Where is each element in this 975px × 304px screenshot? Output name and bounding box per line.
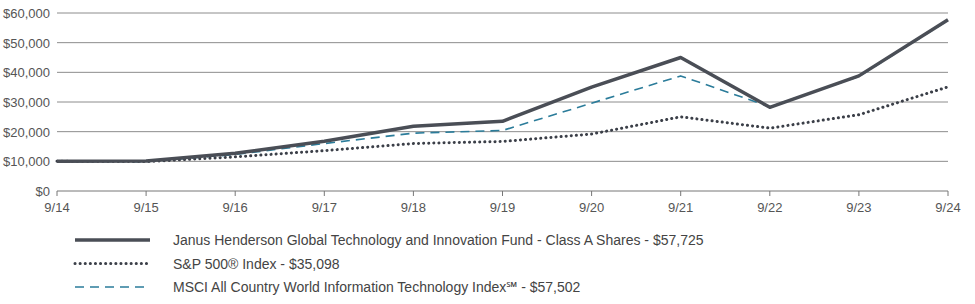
legend-swatch	[75, 238, 150, 242]
y-tick-label: $0	[36, 184, 50, 199]
x-tick-label: 9/18	[401, 200, 426, 215]
x-tick-label: 9/16	[223, 200, 248, 215]
grid-line	[57, 161, 948, 162]
y-tick-label: $50,000	[3, 36, 50, 51]
grid-line	[57, 42, 948, 43]
x-tick	[591, 191, 592, 196]
legend-label: S&P 500® Index - $35,098	[173, 256, 340, 272]
x-tick	[948, 191, 949, 196]
legend: Janus Henderson Global Technology and In…	[75, 232, 704, 295]
x-tick	[324, 191, 325, 196]
x-tick-label: 9/24	[935, 200, 960, 215]
legend-swatch	[75, 286, 150, 288]
chart: $0 $10,000 $20,000 $30,000 $40,000 $50,000 $60…	[0, 0, 975, 304]
x-tick-label: 9/22	[757, 200, 782, 215]
y-tick-label: $40,000	[3, 65, 50, 80]
x-tick	[235, 191, 236, 196]
x-tick-label: 9/15	[133, 200, 158, 215]
series-line	[57, 20, 948, 161]
grid-line	[57, 72, 948, 73]
x-tick	[858, 191, 859, 196]
x-tick-label: 9/21	[668, 200, 693, 215]
x-tick	[769, 191, 770, 196]
x-tick-label: 9/19	[490, 200, 515, 215]
legend-swatch	[75, 262, 150, 265]
grid-line	[57, 13, 948, 14]
x-tick	[413, 191, 414, 196]
x-tick-label: 9/23	[846, 200, 871, 215]
x-tick	[57, 191, 58, 196]
y-tick-label: $20,000	[3, 125, 50, 140]
x-tick-label: 9/20	[579, 200, 604, 215]
legend-label: MSCI All Country World Information Techn…	[173, 279, 581, 295]
y-tick-label: $10,000	[3, 154, 50, 169]
x-tick	[502, 191, 503, 196]
grid-line	[57, 102, 948, 103]
x-tick	[146, 191, 147, 196]
series-line	[57, 87, 948, 162]
x-tick-label: 9/14	[44, 200, 69, 215]
x-tick	[680, 191, 681, 196]
grid-line	[57, 131, 948, 132]
x-tick-label: 9/17	[312, 200, 337, 215]
series-line	[57, 20, 948, 162]
y-tick-label: $60,000	[3, 6, 50, 21]
plot-lines	[57, 20, 948, 162]
legend-label: Janus Henderson Global Technology and In…	[173, 232, 704, 248]
y-tick-label: $30,000	[3, 95, 50, 110]
